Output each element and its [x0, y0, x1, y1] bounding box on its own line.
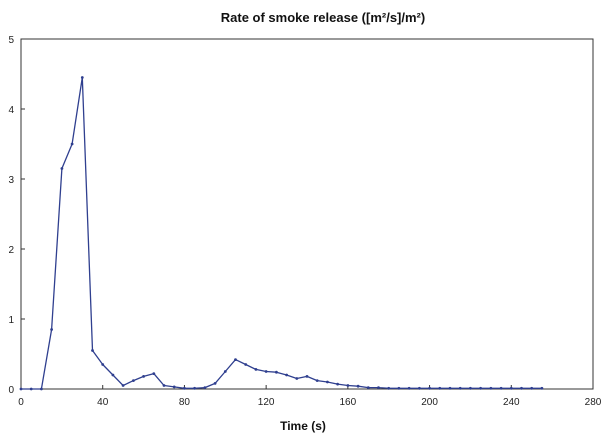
data-point	[285, 373, 288, 377]
data-point	[223, 370, 227, 373]
data-point	[91, 349, 94, 352]
data-point	[356, 384, 360, 388]
y-tick-label: 5	[8, 35, 14, 46]
x-tick-label: 200	[421, 397, 438, 408]
data-point	[469, 386, 472, 390]
data-point	[540, 386, 544, 390]
data-point	[183, 386, 186, 390]
data-point	[70, 142, 74, 146]
data-point	[244, 363, 248, 366]
y-tick-label: 0	[8, 385, 14, 396]
data-point	[377, 386, 380, 389]
x-tick-label: 80	[179, 397, 191, 408]
data-point	[458, 386, 462, 390]
data-point	[326, 380, 329, 384]
data-point	[387, 386, 391, 390]
data-point	[254, 368, 258, 371]
data-point	[418, 386, 421, 390]
x-axis-label: Time (s)	[280, 419, 326, 433]
plot-area-frame	[20, 38, 594, 390]
data-point	[40, 387, 43, 391]
data-point	[346, 384, 350, 387]
data-point	[509, 386, 513, 390]
data-point	[80, 76, 84, 79]
x-tick-label: 120	[258, 397, 275, 408]
series-line	[21, 76, 542, 390]
x-tick-label: 40	[97, 397, 109, 408]
data-point	[438, 386, 442, 390]
data-point	[264, 370, 268, 373]
data-point	[142, 375, 146, 378]
x-tick-label: 240	[503, 397, 520, 408]
data-point	[101, 363, 105, 366]
y-tick-label: 4	[8, 105, 14, 116]
data-point	[489, 386, 493, 390]
data-point	[162, 384, 166, 387]
data-point	[295, 377, 299, 380]
y-tick-label: 1	[8, 315, 14, 326]
data-point	[530, 386, 534, 390]
chart-title: Rate of smoke release ([m²/s]/m²)	[221, 10, 425, 25]
data-point	[397, 386, 401, 390]
data-point	[152, 372, 156, 375]
data-point	[315, 379, 319, 382]
data-point	[29, 387, 33, 391]
data-point	[111, 373, 115, 377]
data-point	[305, 375, 309, 378]
data-point	[520, 386, 523, 390]
data-point	[193, 386, 197, 390]
data-point	[336, 382, 339, 386]
data-point	[499, 386, 503, 390]
y-tick-labels: 0 1 2 3 4 5	[8, 35, 14, 396]
y-tick-label: 2	[8, 245, 14, 256]
data-point	[19, 387, 23, 391]
data-point	[50, 328, 53, 331]
data-point	[366, 386, 370, 389]
data-series	[19, 76, 544, 391]
data-point	[132, 379, 135, 382]
x-tick-label: 280	[585, 397, 602, 408]
data-point	[60, 167, 64, 170]
data-point	[407, 386, 411, 390]
x-tick-label: 0	[18, 397, 24, 408]
data-point	[234, 358, 237, 361]
data-point	[448, 386, 452, 390]
data-point	[172, 385, 176, 389]
y-tick-label: 3	[8, 175, 14, 186]
data-point	[121, 384, 125, 387]
x-tick-label: 160	[340, 397, 357, 408]
tick-marks	[20, 38, 594, 390]
data-point	[275, 370, 278, 374]
x-tick-labels: 0 40 80 120 160 200 240 280	[18, 397, 602, 408]
data-point	[213, 382, 217, 385]
data-point	[479, 386, 482, 390]
data-point	[428, 386, 431, 390]
data-point	[203, 386, 207, 389]
